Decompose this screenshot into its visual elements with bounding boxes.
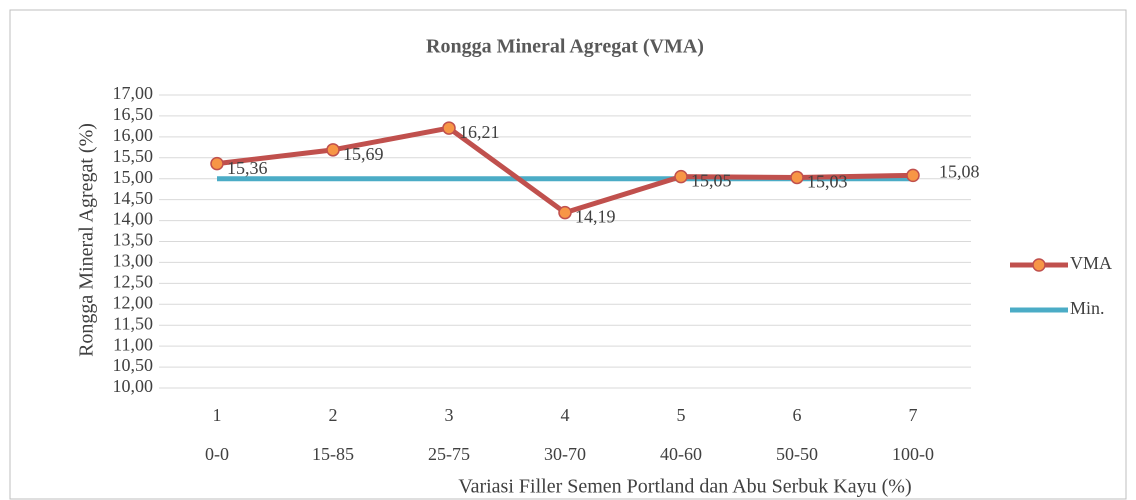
legend-label: VMA: [1070, 253, 1112, 273]
y-tick-label: 12,00: [113, 292, 154, 312]
y-tick-label: 12,50: [113, 271, 154, 291]
y-tick-label: 14,00: [113, 209, 154, 229]
data-label: 15,69: [343, 144, 384, 164]
data-label: 14,19: [575, 207, 616, 227]
x-sub-label: 40-60: [660, 444, 702, 464]
y-tick-label: 16,00: [113, 125, 154, 145]
marker: [906, 168, 920, 183]
data-label: 16,21: [459, 122, 500, 142]
x-tick-label: 2: [329, 405, 338, 425]
y-tick-label: 15,50: [113, 146, 154, 166]
legend-marker: [1032, 258, 1046, 272]
marker: [790, 170, 804, 185]
y-tick-label: 15,00: [113, 167, 154, 187]
y-tick-label: 10,00: [113, 376, 154, 396]
data-label: 15,05: [691, 171, 732, 191]
x-tick-label: 6: [793, 405, 802, 425]
chart-title: Rongga Mineral Agregat (VMA): [426, 36, 704, 58]
y-tick-label: 13,50: [113, 230, 154, 250]
y-tick-label: 11,50: [113, 313, 153, 333]
y-axis-title: Rongga Mineral Agregat (%): [76, 123, 98, 357]
x-axis-title: Variasi Filler Semen Portland dan Abu Se…: [458, 476, 911, 498]
legend-label: Min.: [1070, 298, 1105, 318]
x-sub-label: 15-85: [312, 444, 354, 464]
y-tick-label: 14,50: [113, 188, 154, 208]
x-tick-label: 7: [909, 405, 918, 425]
y-tick-label: 16,50: [113, 104, 154, 124]
x-sub-label: 30-70: [544, 444, 586, 464]
marker: [674, 169, 688, 184]
data-label: 15,08: [939, 161, 980, 181]
y-tick-label: 13,00: [113, 251, 154, 271]
y-tick-label: 11,00: [113, 334, 153, 354]
chart-border: [9, 9, 1127, 500]
marker: [326, 143, 340, 157]
data-label: 15,03: [807, 172, 848, 192]
x-sub-label: 50-50: [776, 444, 818, 464]
x-sub-label: 25-75: [428, 444, 470, 464]
marker: [558, 205, 572, 220]
data-label: 15,36: [227, 158, 268, 178]
y-tick-label: 10,50: [113, 355, 154, 375]
x-tick-label: 1: [213, 405, 222, 425]
x-sub-label: 0-0: [205, 444, 229, 464]
x-tick-label: 5: [677, 405, 686, 425]
y-tick-label: 17,00: [113, 83, 154, 103]
marker: [442, 121, 456, 135]
x-tick-label: 3: [445, 405, 454, 425]
x-tick-label: 4: [561, 405, 570, 425]
x-sub-label: 100-0: [892, 444, 934, 464]
marker: [210, 156, 224, 171]
